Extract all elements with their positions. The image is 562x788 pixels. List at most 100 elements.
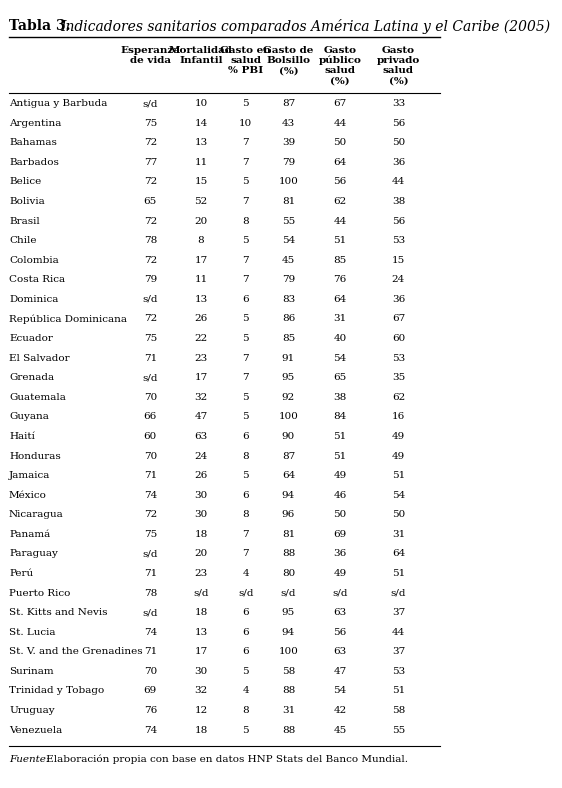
Text: privado: privado [377,56,420,65]
Text: 50: 50 [333,138,347,147]
Text: 5: 5 [243,177,249,187]
Text: 77: 77 [144,158,157,167]
Text: 13: 13 [194,295,207,304]
Text: 7: 7 [243,549,249,559]
Text: 88: 88 [282,726,295,734]
Text: 51: 51 [333,452,347,460]
Text: 24: 24 [194,452,207,460]
Text: 30: 30 [194,667,207,676]
Text: 92: 92 [282,392,295,402]
Text: 24: 24 [392,275,405,284]
Text: 5: 5 [243,667,249,676]
Text: 54: 54 [333,354,347,362]
Text: 23: 23 [194,569,207,578]
Text: Uruguay: Uruguay [9,706,55,715]
Text: 36: 36 [392,295,405,304]
Text: Infantil: Infantil [179,56,223,65]
Text: 56: 56 [333,628,347,637]
Text: s/d: s/d [143,374,158,382]
Text: México: México [9,491,47,500]
Text: 35: 35 [392,374,405,382]
Text: 13: 13 [194,138,207,147]
Text: 44: 44 [392,628,405,637]
Text: público: público [319,56,361,65]
Text: 60: 60 [392,334,405,343]
Text: 100: 100 [279,647,298,656]
Text: 11: 11 [194,275,207,284]
Text: 26: 26 [194,314,207,323]
Text: Costa Rica: Costa Rica [9,275,65,284]
Text: 76: 76 [333,275,347,284]
Text: 20: 20 [194,217,207,225]
Text: 23: 23 [194,354,207,362]
Text: 74: 74 [144,628,157,637]
Text: Gasto en: Gasto en [220,46,271,54]
Text: (%): (%) [279,66,298,75]
Text: Ecuador: Ecuador [9,334,53,343]
Text: Jamaica: Jamaica [9,471,51,480]
Text: 6: 6 [243,432,249,441]
Text: 51: 51 [392,686,405,696]
Text: 62: 62 [333,197,347,206]
Text: 49: 49 [392,452,405,460]
Text: 76: 76 [144,706,157,715]
Text: 71: 71 [144,569,157,578]
Text: 7: 7 [243,530,249,539]
Text: 71: 71 [144,354,157,362]
Text: Bolsillo: Bolsillo [266,56,310,65]
Text: 55: 55 [392,726,405,734]
Text: 70: 70 [144,452,157,460]
Text: 83: 83 [282,295,295,304]
Text: 32: 32 [194,392,207,402]
Text: 69: 69 [333,530,347,539]
Text: 5: 5 [243,99,249,108]
Text: 74: 74 [144,726,157,734]
Text: 26: 26 [194,471,207,480]
Text: 47: 47 [194,412,207,422]
Text: 70: 70 [144,667,157,676]
Text: 54: 54 [282,236,295,245]
Text: Perú: Perú [9,569,33,578]
Text: 81: 81 [282,197,295,206]
Text: 88: 88 [282,549,295,559]
Text: s/d: s/d [391,589,406,597]
Text: s/d: s/d [193,589,209,597]
Text: 8: 8 [243,706,249,715]
Text: 18: 18 [194,726,207,734]
Text: 95: 95 [282,608,295,617]
Text: (%): (%) [330,76,350,85]
Text: 58: 58 [282,667,295,676]
Text: 79: 79 [144,275,157,284]
Text: 55: 55 [282,217,295,225]
Text: Esperanza: Esperanza [120,46,180,54]
Text: 100: 100 [279,412,298,422]
Text: 4: 4 [243,569,249,578]
Text: 65: 65 [333,374,347,382]
Text: 7: 7 [243,374,249,382]
Text: 17: 17 [194,256,207,265]
Text: 91: 91 [282,354,295,362]
Text: 7: 7 [243,275,249,284]
Text: % PBI: % PBI [228,66,264,75]
Text: 56: 56 [392,217,405,225]
Text: 18: 18 [194,530,207,539]
Text: 49: 49 [392,432,405,441]
Text: Tabla 3.: Tabla 3. [9,19,75,33]
Text: 5: 5 [243,334,249,343]
Text: 64: 64 [392,549,405,559]
Text: 18: 18 [194,608,207,617]
Text: 62: 62 [392,392,405,402]
Text: Gasto: Gasto [324,46,356,54]
Text: s/d: s/d [280,589,296,597]
Text: Dominica: Dominica [9,295,58,304]
Text: 94: 94 [282,628,295,637]
Text: 43: 43 [282,119,295,128]
Text: Honduras: Honduras [9,452,61,460]
Text: 70: 70 [144,392,157,402]
Text: Guyana: Guyana [9,412,49,422]
Text: 42: 42 [333,706,347,715]
Text: 12: 12 [194,706,207,715]
Text: 71: 71 [144,471,157,480]
Text: 15: 15 [194,177,207,187]
Text: 53: 53 [392,236,405,245]
